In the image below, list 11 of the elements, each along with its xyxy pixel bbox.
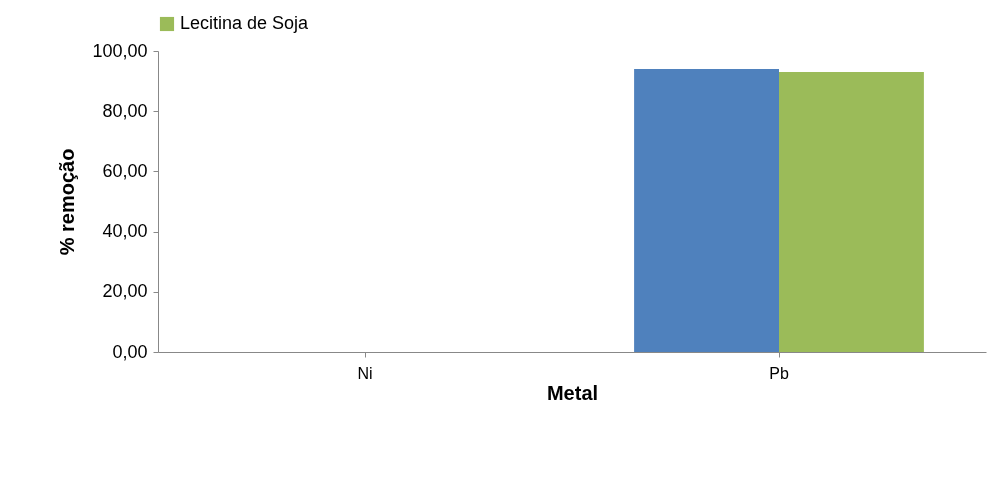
y-tick-label: 20,00	[102, 281, 148, 302]
y-tick-label: 100,00	[92, 40, 148, 61]
y-axis-title: % remoção	[56, 148, 79, 256]
x-axis-title: Metal	[546, 381, 599, 404]
x-tick-label: Ni	[357, 364, 373, 382]
y-tick-label: 0,00	[112, 341, 148, 362]
y-tick-label: 80,00	[102, 100, 148, 121]
legend-label: Lecitina de Soja	[180, 13, 310, 33]
y-tick-label: 40,00	[102, 221, 148, 242]
y-tick-label: 60,00	[102, 160, 148, 181]
x-tick-label: Pb	[769, 364, 789, 382]
